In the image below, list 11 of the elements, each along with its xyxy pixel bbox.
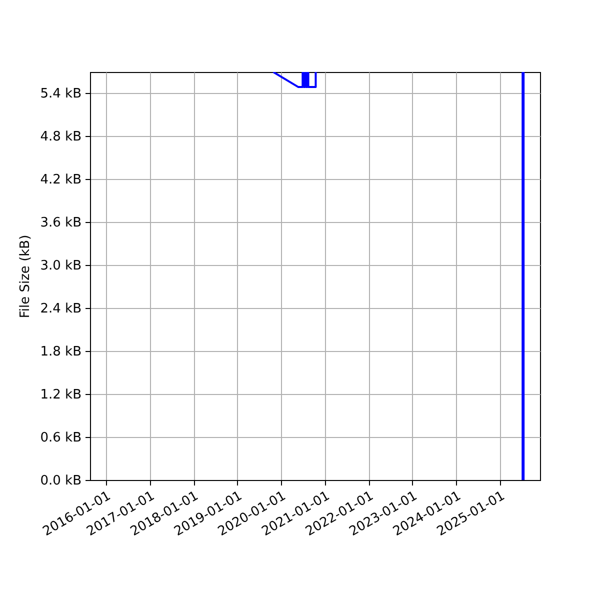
y-tick-label: 0.0 kB (40, 474, 82, 488)
y-tick-label: 1.2 kB (40, 387, 82, 402)
y-tick-label: 5.4 kB (40, 86, 82, 102)
y-tick-label: 2.4 kB (40, 301, 82, 316)
y-axis-title: File Size (kB) (18, 234, 34, 318)
y-tick-label: 4.2 kB (40, 172, 82, 188)
y-tick-label: 3.0 kB (40, 258, 82, 274)
y-tick-label: 4.8 kB (40, 129, 82, 144)
y-tick-label: 1.8 kB (40, 344, 82, 360)
y-tick-label: 0.6 kB (40, 430, 82, 446)
y-tick-label: 3.6 kB (40, 215, 82, 230)
